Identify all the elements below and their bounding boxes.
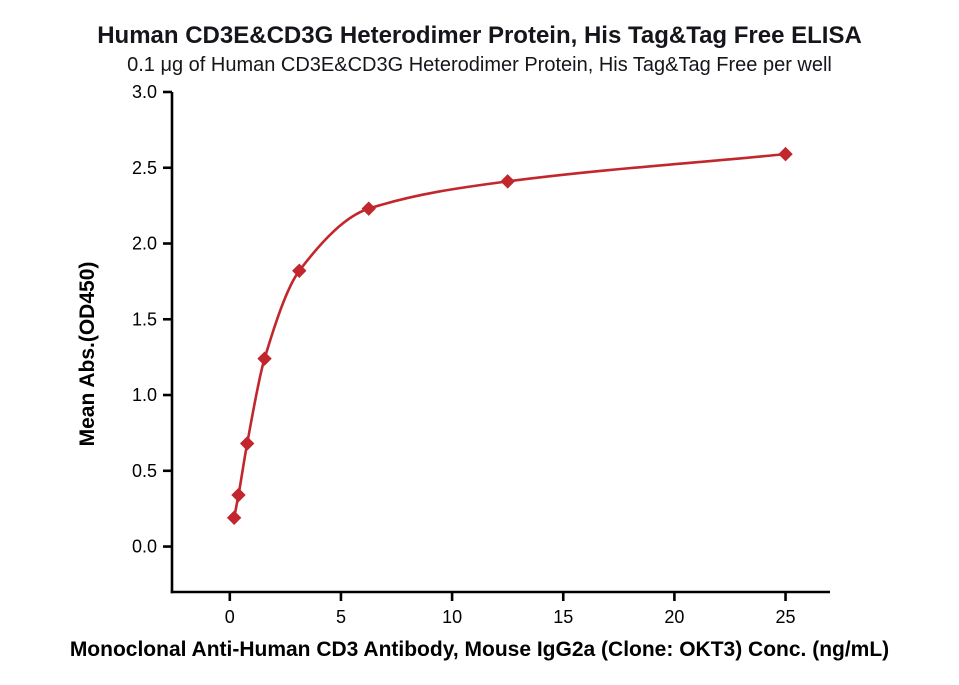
data-point-marker [231,487,246,503]
data-point-marker [778,146,793,162]
y-tick-label: 0.0 [132,537,157,557]
x-axis-label: Monoclonal Anti-Human CD3 Antibody, Mous… [69,638,890,661]
x-tick-label: 10 [442,607,462,627]
chart-subtitle: 0.1 μg of Human CD3E&CD3G Heterodimer Pr… [127,54,832,76]
data-point-marker [500,174,515,189]
x-tick-label: 0 [225,607,235,627]
x-tick-label: 25 [776,607,796,627]
x-tick-label: 20 [664,607,684,627]
y-tick-label: 3.0 [132,82,157,102]
y-tick-label: 0.5 [132,461,157,481]
data-point-marker [257,351,272,366]
y-tick-label: 1.5 [132,309,157,329]
y-tick-label: 1.0 [132,385,157,405]
chart-title: Human CD3E&CD3G Heterodimer Protein, His… [97,22,862,49]
data-point-marker [239,436,255,451]
x-tick-label: 5 [336,607,346,627]
y-tick-label: 2.0 [132,234,157,254]
data-point-marker [292,263,307,278]
fit-curve [232,152,786,519]
data-point-marker [361,201,376,216]
data-point-marker [226,510,242,525]
y-tick-label: 2.5 [132,158,157,178]
x-tick-label: 15 [553,607,573,627]
